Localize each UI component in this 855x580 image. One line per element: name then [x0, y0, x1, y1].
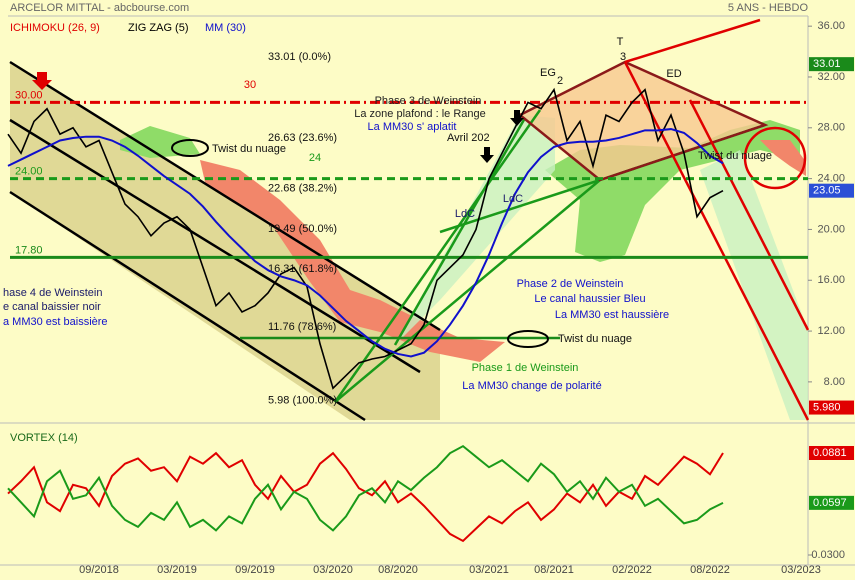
x-tick-label: 03/2020 [313, 564, 353, 576]
arrow [480, 147, 494, 163]
fib-label: 19.49 (50.0%) [268, 223, 337, 235]
period: 5 ANS - HEBDO [728, 2, 809, 14]
bear-channel [10, 62, 440, 420]
fib-label: 33.01 (0.0%) [268, 51, 331, 63]
y-tick-label: 20.00 [817, 223, 845, 235]
y-tick-label: 36.00 [817, 20, 845, 32]
annotation: Phase 3 de Weinstein [375, 95, 482, 107]
price-box [809, 400, 854, 415]
x-tick-label: 08/2022 [690, 564, 730, 576]
annotation: T [617, 36, 624, 48]
trend-line [334, 179, 601, 403]
annotation: La MM30 change de polarité [462, 380, 601, 392]
fib-label: 22.68 (38.2%) [268, 182, 337, 194]
annotation: 30 [244, 79, 256, 91]
range-zone [520, 62, 765, 180]
annotation: Phase 2 de Weinstein [517, 278, 624, 290]
x-tick-label: 08/2021 [534, 564, 574, 576]
value-box [809, 445, 854, 460]
value-box-label: 0.0881 [813, 447, 847, 459]
trend-line [393, 117, 527, 346]
x-tick-label: 08/2020 [378, 564, 418, 576]
trend-line [439, 178, 601, 234]
trend-line [688, 99, 810, 331]
annotation: ED [666, 68, 681, 80]
x-tick-label: 03/2021 [469, 564, 509, 576]
trend-line [9, 190, 366, 422]
cloud [200, 160, 505, 362]
x-tick-label: 02/2022 [612, 564, 652, 576]
y-tick-label: 24.00 [817, 173, 845, 185]
annotation: 2 [557, 75, 563, 87]
annotation: Le canal haussier Bleu [534, 293, 645, 305]
y-tick-label: 16.00 [817, 274, 845, 286]
legend-entry: MM (30) [205, 22, 246, 34]
annotation: 3 [620, 51, 626, 63]
level-label: 17.80 [15, 244, 43, 256]
cloud [120, 126, 200, 158]
fib-label: 16.31 (61.8%) [268, 263, 337, 275]
annotation: La zone plafond : le Range [354, 108, 486, 120]
annotation: Twist du nuage [698, 150, 772, 162]
value-box [809, 495, 854, 510]
level-label: 30.00 [15, 89, 43, 101]
twist-marker [743, 126, 807, 190]
arrow [32, 72, 52, 90]
annotation: La MM30 s' aplatit [368, 121, 457, 133]
chart-title: ARCELOR MITTAL - abcbourse.com [10, 2, 189, 14]
x-tick-label: 09/2019 [235, 564, 275, 576]
fib-label: 5.98 (100.0%) [268, 394, 337, 406]
line [7, 87, 724, 390]
trend-line [9, 60, 441, 332]
annotation: EG [540, 67, 556, 79]
annotation: a MM30 est baissière [3, 316, 108, 328]
annotation: hase 4 de Weinstein [3, 287, 102, 299]
trend-line [624, 18, 761, 64]
line [7, 128, 724, 358]
annotation: Twist du nuage [212, 143, 286, 155]
down-channel [700, 150, 808, 420]
value-box-label: 23.05 [813, 185, 841, 197]
annotation: e canal baissier noir [3, 301, 101, 313]
y-tick-label: 28.00 [817, 122, 845, 134]
annotation: LdC [455, 208, 475, 220]
annotation: 24 [309, 152, 321, 164]
line [7, 444, 724, 532]
y-tick-label: 12.00 [817, 325, 845, 337]
annotation: Twist du nuage [558, 333, 632, 345]
fib-label: 11.76 (78.6%) [268, 321, 336, 333]
legend-entry: ICHIMOKU (26, 9) [10, 22, 100, 34]
x-tick-label: 03/2023 [781, 564, 821, 576]
twist-marker [171, 139, 209, 157]
y-tick-label: 32.00 [817, 71, 845, 83]
annotation: La MM30 est haussière [555, 309, 669, 321]
fib-label: 26.63 (23.6%) [268, 132, 337, 144]
x-tick-label: 09/2018 [79, 564, 119, 576]
range-outline [519, 60, 769, 182]
cloud [760, 140, 806, 176]
y-tick-label: 8.00 [824, 376, 845, 388]
price-box-label: 5.980 [813, 401, 841, 413]
level-label: 24.00 [15, 166, 43, 178]
x-tick-label: 03/2019 [157, 564, 197, 576]
twist-marker [507, 330, 549, 348]
arrow [510, 110, 524, 126]
value-box [809, 183, 854, 198]
trend-lines [9, 18, 810, 422]
panel-title: VORTEX (14) [10, 432, 78, 444]
y-tick-label: 0.0300 [811, 549, 845, 561]
annotation: Phase 1 de Weinstein [472, 362, 579, 374]
annotation: LdC [503, 193, 523, 205]
value-box-label: 0.0597 [813, 497, 847, 509]
legend-entry: ZIG ZAG (5) [128, 22, 189, 34]
trend-line [623, 61, 810, 421]
trend-line [9, 118, 421, 374]
annotation: Avril 202 [447, 132, 490, 144]
price-box [809, 57, 854, 72]
price-box-label: 33.01 [813, 58, 841, 70]
